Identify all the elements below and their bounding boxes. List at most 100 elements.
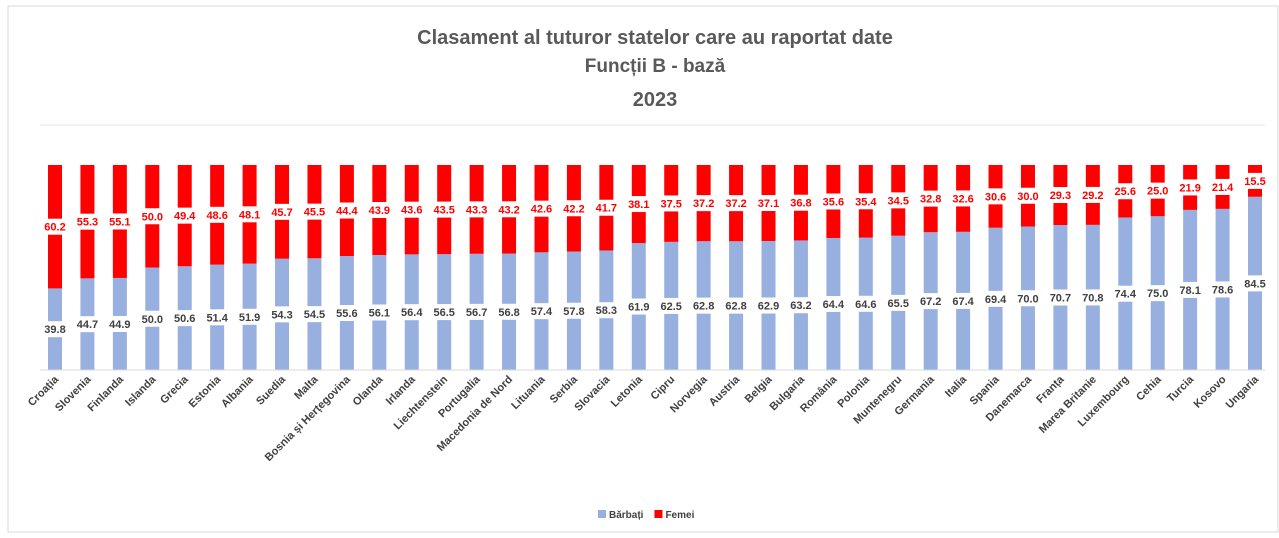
data-label: 42.2 — [563, 203, 584, 215]
chart-title: Clasament al tuturor statelor care au ra… — [417, 27, 893, 49]
label-bg — [687, 195, 720, 212]
data-label: 62.8 — [693, 301, 714, 313]
data-label: 25.6 — [1115, 186, 1136, 198]
data-label: 50.0 — [142, 314, 163, 326]
data-label: 57.4 — [531, 306, 553, 318]
data-label: 69.4 — [985, 294, 1007, 306]
data-label: 62.5 — [661, 301, 682, 313]
label-bg — [1109, 285, 1142, 302]
data-label: 36.8 — [790, 198, 811, 210]
label-bg — [136, 208, 169, 225]
label-bg — [882, 294, 915, 311]
label-bg — [330, 305, 363, 322]
data-label: 50.0 — [142, 211, 163, 223]
label-bg — [914, 293, 947, 310]
data-label: 51.9 — [239, 312, 260, 324]
label-bg — [298, 203, 331, 220]
label-bg — [428, 201, 461, 218]
label-bg — [557, 302, 590, 319]
data-label: 25.0 — [1147, 186, 1168, 198]
label-bg — [395, 304, 428, 321]
legend-swatch — [654, 510, 663, 518]
data-label: 60.2 — [44, 222, 65, 234]
label-bg — [168, 207, 201, 224]
data-label: 84.5 — [1244, 278, 1265, 290]
data-label: 55.1 — [109, 216, 130, 228]
data-label: 67.4 — [952, 296, 974, 308]
label-bg — [1109, 183, 1142, 200]
label-bg — [71, 316, 104, 333]
label-bg — [493, 201, 526, 218]
label-bg — [71, 213, 104, 230]
label-bg — [1206, 281, 1239, 298]
data-label: 42.6 — [531, 204, 552, 216]
data-label: 78.1 — [1179, 285, 1200, 297]
label-bg — [330, 202, 363, 219]
label-bg — [103, 213, 136, 230]
data-label: 43.5 — [433, 205, 454, 217]
label-bg — [1141, 285, 1174, 302]
data-label: 45.5 — [304, 207, 325, 219]
label-bg — [1011, 290, 1044, 307]
data-label: 39.8 — [44, 324, 65, 336]
data-label: 30.0 — [1017, 191, 1038, 203]
label-bg — [882, 192, 915, 209]
data-label: 56.4 — [401, 307, 423, 319]
label-bg — [266, 306, 299, 323]
label-bg — [266, 203, 299, 220]
label-bg — [1076, 186, 1109, 203]
label-bg — [525, 303, 558, 320]
data-label: 37.5 — [661, 198, 682, 210]
data-label: 56.1 — [369, 307, 390, 319]
data-label: 21.4 — [1212, 182, 1234, 194]
label-bg — [557, 200, 590, 217]
data-label: 43.9 — [369, 205, 390, 217]
data-label: 43.6 — [401, 205, 422, 217]
label-bg — [460, 201, 493, 218]
data-label: 32.8 — [920, 194, 941, 206]
data-label: 44.4 — [336, 206, 358, 218]
label-bg — [752, 297, 785, 314]
label-bg — [1174, 281, 1207, 298]
data-label: 62.8 — [725, 301, 746, 313]
label-bg — [136, 310, 169, 327]
data-label: 63.2 — [790, 300, 811, 312]
data-label: 37.2 — [693, 198, 714, 210]
label-bg — [103, 315, 136, 332]
data-label: 74.4 — [1115, 289, 1137, 301]
data-label: 32.6 — [952, 193, 973, 205]
label-bg — [298, 306, 331, 323]
label-bg — [817, 295, 850, 312]
label-bg — [784, 194, 817, 211]
label-bg — [233, 206, 266, 223]
label-bg — [590, 199, 623, 216]
data-label: 44.9 — [109, 319, 130, 331]
data-label: 43.2 — [498, 204, 519, 216]
chart-year: 2023 — [633, 89, 678, 111]
label-bg — [687, 297, 720, 314]
data-label: 15.5 — [1244, 176, 1265, 188]
label-bg — [720, 195, 753, 212]
label-bg — [849, 295, 882, 312]
legend-label: Femei — [665, 510, 694, 521]
data-label: 37.2 — [725, 198, 746, 210]
data-label: 54.5 — [304, 309, 325, 321]
data-label: 55.3 — [77, 217, 98, 229]
data-label: 30.6 — [985, 191, 1006, 203]
data-label: 56.5 — [433, 307, 454, 319]
data-label: 61.9 — [628, 302, 649, 314]
data-label: 56.7 — [466, 307, 487, 319]
data-label: 49.4 — [174, 211, 196, 223]
label-bg — [525, 200, 558, 217]
label-bg — [1044, 289, 1077, 306]
data-label: 35.4 — [855, 196, 877, 208]
legend-label: Bărbați — [609, 510, 644, 521]
data-label: 56.8 — [498, 307, 519, 319]
data-label: 65.5 — [888, 298, 909, 310]
data-label: 45.7 — [271, 207, 292, 219]
data-label: 44.7 — [77, 319, 98, 331]
label-bg — [39, 321, 71, 338]
label-bg — [1076, 289, 1109, 306]
data-label: 29.2 — [1082, 190, 1103, 202]
label-bg — [395, 201, 428, 218]
